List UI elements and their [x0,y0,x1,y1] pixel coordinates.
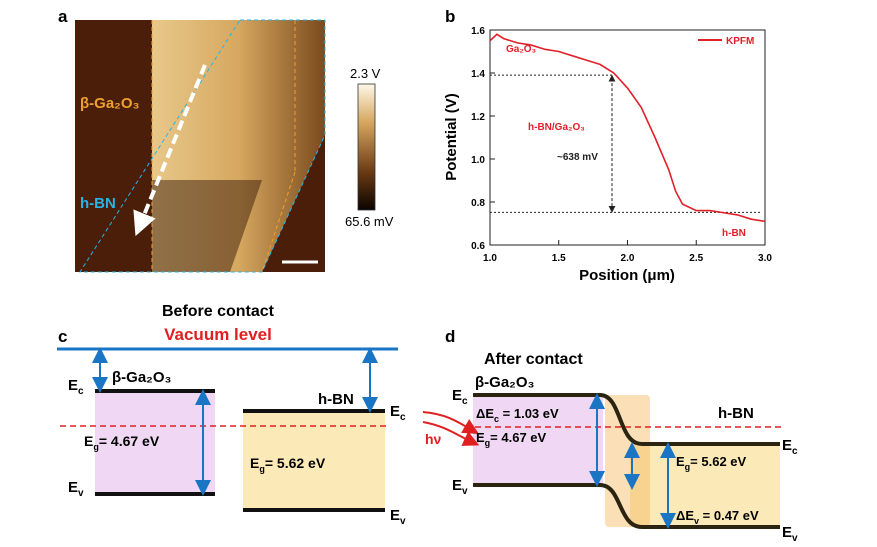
label-rest: = 5.62 eV [690,454,746,469]
label-sub: v [78,488,84,499]
label-main: E [68,479,78,496]
material-label: β-Ga₂O₃ [475,374,534,391]
streaks [152,180,262,272]
label-rest: = 0.47 eV [699,508,759,523]
label-sub: v [792,533,798,544]
label-sub: c [462,396,468,407]
energy-label: Eg= 4.67 eV [84,433,160,452]
label-sub: c [400,412,406,423]
data-line [489,33,766,223]
label-sub: c [792,446,798,457]
light-arrow [422,421,480,446]
label-rest: = 5.62 eV [265,455,326,471]
label-main: E [84,433,93,449]
label-sub: v [462,486,468,497]
label-main: E [390,403,400,420]
y-tick-label: 0.6 [471,241,485,252]
hbn-outline [79,19,326,273]
label-main: ΔE [676,508,694,523]
y-axis-label: Potential (V) [443,93,460,181]
region-label: h-BN [80,195,116,212]
energy-label: ΔEv = 0.47 eV [676,508,759,526]
panel-d: d After contact hν β-Ga₂O₃ h-BN Ec Ev ΔE… [422,327,798,544]
gao-gap [473,395,603,485]
panel-title: Before contact [162,303,275,320]
label-main: E [452,477,462,494]
energy-label: Eg= 4.67 eV [476,430,547,448]
x-tick-label: 2.5 [689,253,703,264]
x-tick-label: 1.0 [483,253,497,264]
label-rest: = 1.03 eV [499,406,559,421]
label-sub: v [400,516,406,527]
energy-label: Ev [782,524,798,544]
label-sub: g [485,438,491,448]
energy-label: Ev [452,477,468,497]
colorbar [357,83,376,211]
label-main: E [676,454,685,469]
light-arrow [422,411,479,435]
region-label: β-Ga₂O₃ [80,95,139,112]
hbn-gap [243,411,385,510]
scan-arrow [133,64,207,237]
x-tick-label: 1.5 [552,253,566,264]
label-rest: = 4.67 eV [490,430,546,445]
x-axis-label: Position (μm) [579,267,675,284]
panel-title: After contact [484,351,583,368]
label-sub: c [78,386,84,397]
y-tick-label: 1.2 [471,112,485,123]
label-main: E [476,430,485,445]
light-label: hν [425,431,442,447]
material-label: h-BN [318,391,354,408]
y-tick-label: 1.6 [471,26,485,37]
annotation: h-BN [722,228,746,239]
energy-label: Ev [68,479,84,499]
depletion-region [605,395,650,527]
energy-label: Ec [68,377,84,397]
energy-label: Ev [390,507,406,527]
label-sub: v [694,516,699,526]
y-tick-label: 0.8 [471,198,485,209]
label-main: E [68,377,78,394]
annotation: Ga₂O₃ [506,44,537,55]
label-main: ΔE [476,406,494,421]
energy-label: ΔEc = 1.03 eV [476,406,559,424]
label-sub: g [685,462,691,472]
annotation: h-BN/Ga₂O₃ [528,122,585,133]
label-rest: = 4.67 eV [99,433,160,449]
label-main: E [250,455,259,471]
panel-label: d [445,327,455,346]
label-main: E [782,524,792,541]
legend-label: KPFM [726,36,754,47]
energy-label: Ec [782,437,798,457]
panel-label: b [445,7,455,26]
x-tick-label: 3.0 [758,253,772,264]
panel-c: c Before contact Vacuum level β-Ga₂O₃ h-… [57,303,406,527]
panel-label: a [58,7,68,26]
material-label: h-BN [718,405,754,422]
label-main: E [782,437,792,454]
label-sub: g [93,442,99,452]
energy-label: Ec [452,387,468,407]
hbn-gap [630,444,780,527]
panel-label: c [58,327,67,346]
colorbar-max: 2.3 V [350,66,381,81]
panel-b: b Position (μm) Potential (V) 1.0 1.5 2.0 2… [443,7,772,284]
y-tick-label: 1.0 [471,155,485,166]
label-main: E [390,507,400,524]
vacuum-label: Vacuum level [164,325,272,344]
energy-label: Eg= 5.62 eV [676,454,747,472]
label-sub: c [494,414,499,424]
gao-edge [261,171,296,273]
energy-label: Eg= 5.62 eV [250,455,326,474]
material-label: β-Ga₂O₃ [112,369,171,386]
label-main: E [452,387,462,404]
energy-label: Ec [390,403,406,423]
annotation: ~638 mV [557,152,598,163]
label-sub: g [259,464,265,474]
x-tick-label: 2.0 [621,253,635,264]
panel-a: a β-Ga₂O₃ h-BN 2.3 V 65.6 mV [58,7,394,273]
y-tick-label: 1.4 [471,69,485,80]
colorbar-min: 65.6 mV [345,214,394,229]
